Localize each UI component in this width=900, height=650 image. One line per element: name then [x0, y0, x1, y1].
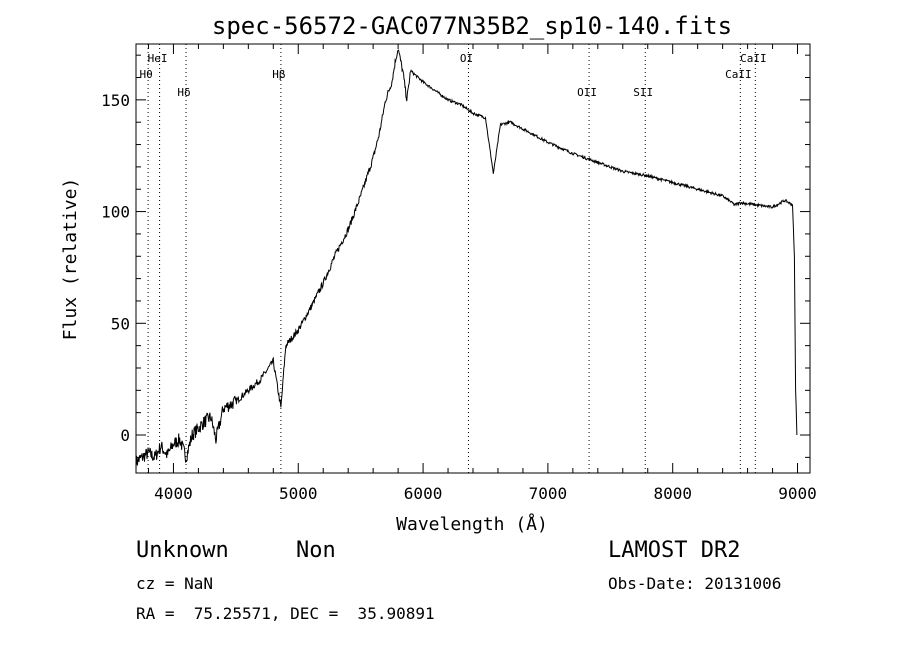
spectral-line-markers — [147, 44, 756, 473]
y-tick-label: 100 — [101, 203, 130, 222]
line-label-0: HeI — [148, 52, 168, 65]
ra-dec-coordinates: RA = 75.25571, DEC = 35.90891 — [136, 604, 435, 623]
observation-date: Obs-Date: 20131006 — [608, 574, 782, 593]
redshift-cz: cz = NaN — [136, 574, 214, 593]
y-tick-labels: 0 50 100 150 — [101, 91, 130, 445]
survey-name: LAMOST DR2 — [608, 538, 741, 563]
chart-title: spec-56572-GAC077N35B2_sp10-140.fits — [212, 12, 732, 40]
line-label-4: OI — [460, 52, 473, 65]
line-label-6: SII — [633, 86, 653, 99]
object-subclass: Non — [296, 538, 336, 563]
spectrum-line — [135, 49, 798, 469]
x-tick-label: 9000 — [778, 484, 817, 503]
object-class: Unknown — [136, 538, 229, 563]
y-tick-label: 50 — [111, 314, 130, 333]
y-axis-label: Flux (relative) — [60, 178, 81, 341]
axis-ticks — [136, 44, 810, 473]
x-tick-label: 8000 — [653, 484, 692, 503]
x-tick-label: 6000 — [404, 484, 443, 503]
line-label-3: Hβ — [272, 68, 286, 81]
spectral-line-labels: HeI Hθ Hδ Hβ OI OII SII CaII CaII — [139, 52, 766, 99]
y-tick-label: 0 — [120, 426, 130, 445]
line-label-1: Hθ — [139, 68, 152, 81]
line-label-5: OII — [577, 86, 597, 99]
x-axis-label: Wavelength (Å) — [396, 513, 548, 535]
line-label-7: CaII — [725, 68, 752, 81]
plot-frame — [135, 43, 811, 474]
line-label-2: Hδ — [177, 86, 190, 99]
x-tick-label: 5000 — [279, 484, 318, 503]
line-label-8: CaII — [740, 52, 767, 65]
x-tick-label: 7000 — [529, 484, 568, 503]
x-tick-labels: 4000 5000 6000 7000 8000 9000 — [154, 484, 817, 503]
x-tick-label: 4000 — [154, 484, 193, 503]
y-tick-label: 150 — [101, 91, 130, 110]
